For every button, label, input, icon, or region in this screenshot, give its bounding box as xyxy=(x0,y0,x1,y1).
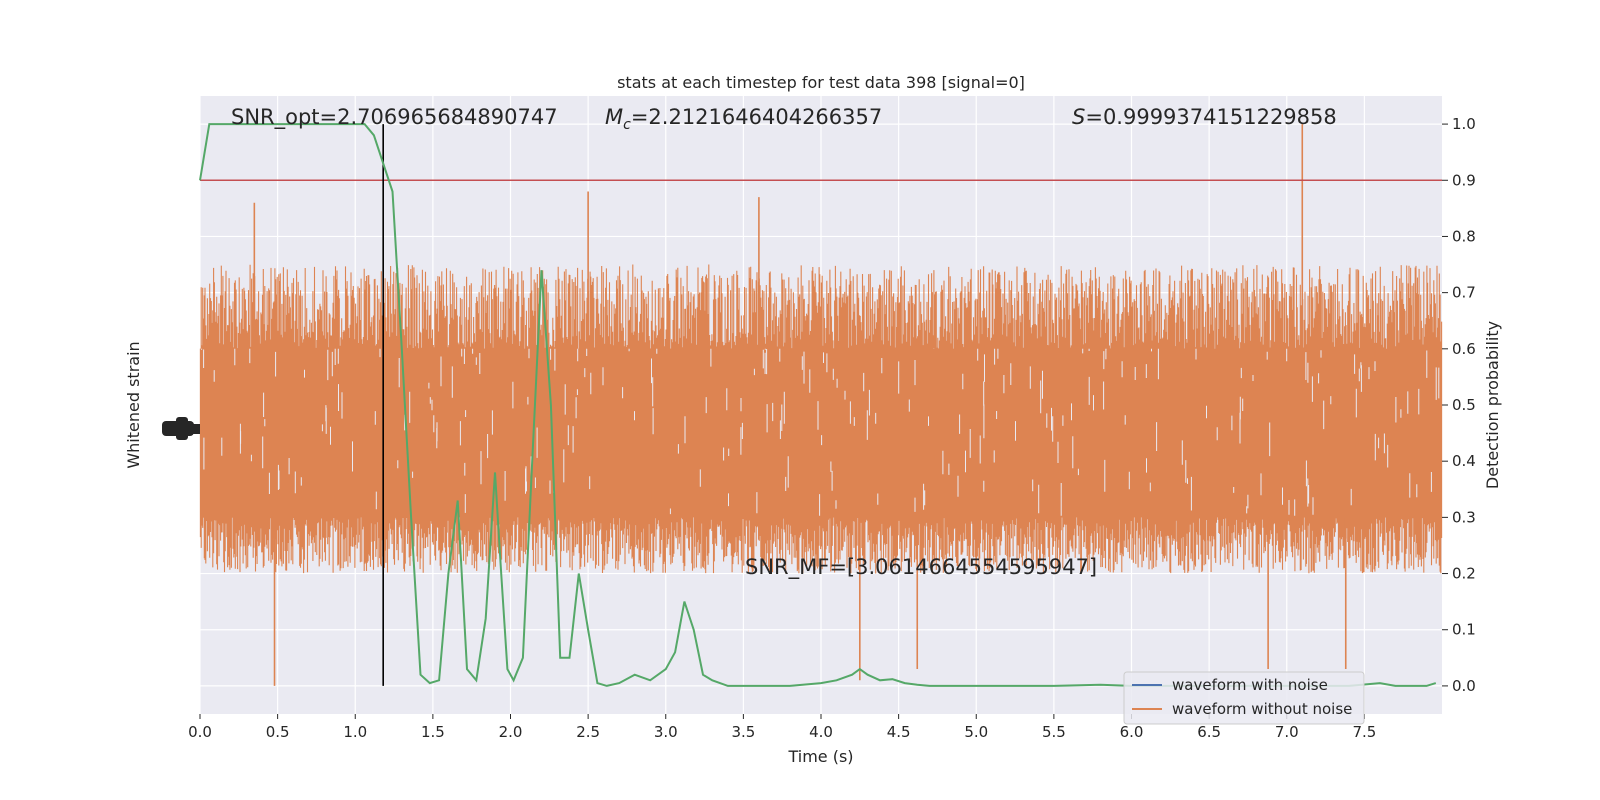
x-tick-label: 5.0 xyxy=(964,723,988,741)
left-tick-mark-blob xyxy=(192,424,200,434)
detection-probability-series xyxy=(199,123,1437,687)
x-tick-label: 2.0 xyxy=(499,723,523,741)
score-value: =0.9999374151229858 xyxy=(1085,105,1336,129)
x-tick-label: 6.5 xyxy=(1197,723,1221,741)
legend: waveform with noise waveform without noi… xyxy=(1123,671,1365,725)
y-tick-label: 0.2 xyxy=(1452,565,1476,583)
x-tick-label: 7.0 xyxy=(1275,723,1299,741)
y-tick-label: 0.8 xyxy=(1452,227,1476,245)
score-annotation: S=0.9999374151229858 xyxy=(1072,105,1337,129)
y-tick-label: 0.6 xyxy=(1452,340,1476,358)
x-tick-label: 1.5 xyxy=(421,723,445,741)
x-tick-label: 4.0 xyxy=(809,723,833,741)
y-tick-label: 0.1 xyxy=(1452,621,1476,639)
x-tick-label: 5.5 xyxy=(1042,723,1066,741)
y-tick-label: 0.9 xyxy=(1452,171,1476,189)
left-axis-overlapping-ticks xyxy=(162,417,200,440)
y-tick-label: 0.3 xyxy=(1452,508,1476,526)
strain-trace-gaps xyxy=(201,348,1440,516)
x-tick-label: 4.5 xyxy=(887,723,911,741)
legend-box xyxy=(1123,671,1365,725)
snr-opt-annotation: SNR_opt=2.706965684890747 xyxy=(231,105,558,130)
x-axis-title: Time (s) xyxy=(787,747,853,766)
right-y-axis-title: Detection probability xyxy=(1483,321,1502,489)
y-tick-label: 0.5 xyxy=(1452,396,1476,414)
left-y-axis-title: Whitened strain xyxy=(124,341,143,468)
legend-label-waveform-without-noise: waveform without noise xyxy=(1172,700,1352,718)
chirp-mass-subscript: c xyxy=(623,117,631,133)
x-tick-label: 0.0 xyxy=(188,723,212,741)
score-symbol: S xyxy=(1072,105,1085,129)
y-tick-label: 1.0 xyxy=(1452,115,1476,133)
x-tick-label: 2.5 xyxy=(576,723,600,741)
reference-lines xyxy=(200,124,1442,686)
axes: 0.0 0.5 1.0 1.5 2.0 2.5 3.0 3.5 4.0 4.5 5.0 5.5 6.0 6… xyxy=(188,115,1476,741)
chirp-mass-symbol: M xyxy=(605,105,623,129)
chirp-mass-annotation: Mc=2.2121646404266357 xyxy=(605,105,882,133)
x-tick-label: 7.5 xyxy=(1352,723,1376,741)
y-tick-label: 0.7 xyxy=(1452,284,1476,302)
left-tick-blob-2 xyxy=(176,417,188,440)
chart-title: stats at each timestep for test data 398… xyxy=(617,73,1025,92)
y-tick-label: 0.4 xyxy=(1452,452,1476,470)
x-tick-label: 0.5 xyxy=(266,723,290,741)
x-tick-label: 3.5 xyxy=(731,723,755,741)
x-tick-label: 1.0 xyxy=(343,723,367,741)
x-tick-label: 3.0 xyxy=(654,723,678,741)
detection-probability-line xyxy=(199,123,1437,687)
chirp-mass-value: =2.2121646404266357 xyxy=(631,105,882,129)
y-tick-label: 0.0 xyxy=(1452,677,1476,695)
strain-trace xyxy=(199,264,1443,574)
legend-label-waveform-with-noise: waveform with noise xyxy=(1172,676,1328,694)
snr-mf-annotation: SNR_MF=[3.0614664554595947] xyxy=(745,555,1097,580)
x-tick-label: 6.0 xyxy=(1120,723,1144,741)
